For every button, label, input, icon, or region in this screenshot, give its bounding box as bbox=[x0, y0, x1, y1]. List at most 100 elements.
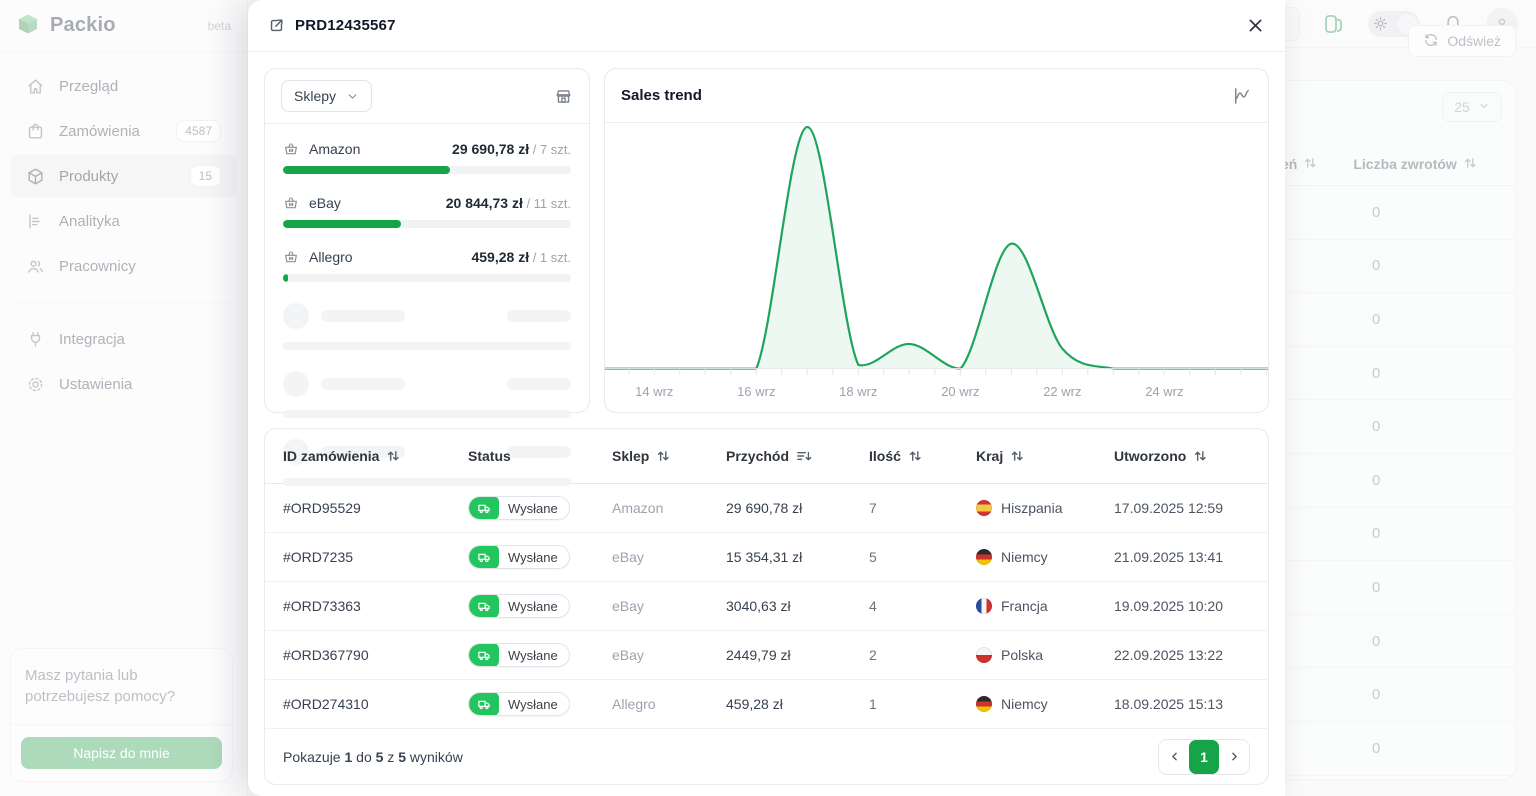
shop-item-ebay: eBay 20 844,73 zł / 11 szt. bbox=[283, 195, 571, 228]
shop-progress-fill bbox=[283, 220, 402, 228]
shop-revenue: 459,28 zł bbox=[471, 249, 530, 265]
column-header-kraj[interactable]: Kraj bbox=[976, 448, 1114, 464]
skeleton-label bbox=[321, 446, 405, 458]
shop-value: 20 844,73 zł / 11 szt. bbox=[446, 195, 571, 211]
shops-list: Amazon 29 690,78 zł / 7 szt. eBay 20 844,73… bbox=[265, 124, 589, 524]
country-name: Hiszpania bbox=[1001, 500, 1063, 516]
sort-updown-icon bbox=[908, 449, 922, 463]
order-country-cell: Hiszpania bbox=[976, 500, 1114, 516]
column-label: Utworzono bbox=[1114, 448, 1187, 464]
skeleton-value bbox=[507, 446, 571, 458]
shop-name: eBay bbox=[309, 195, 341, 211]
column-header-przych-d[interactable]: Przychód bbox=[726, 448, 869, 464]
order-shop-cell: eBay bbox=[612, 549, 644, 565]
order-row[interactable]: #ORD95529 Wysłane Amazon 29 690,78 zł 7 Hiszp… bbox=[265, 484, 1268, 533]
skeleton-value bbox=[507, 378, 571, 390]
next-page-button[interactable] bbox=[1219, 739, 1249, 774]
modal-header: PRD12435567 bbox=[248, 0, 1285, 52]
x-axis-label: 18 wrz bbox=[839, 384, 878, 399]
column-header-utworzono[interactable]: Utworzono bbox=[1114, 448, 1250, 464]
line-chart-icon[interactable] bbox=[1232, 86, 1252, 106]
status-badge: Wysłane bbox=[468, 643, 570, 667]
order-id-cell: #ORD7235 bbox=[283, 549, 354, 565]
prev-page-button[interactable] bbox=[1159, 739, 1189, 774]
basket-icon bbox=[283, 195, 299, 211]
shop-name: Allegro bbox=[309, 249, 353, 265]
sort-updown-icon bbox=[656, 449, 670, 463]
order-shop-cell: eBay bbox=[612, 598, 644, 614]
status-badge: Wysłane bbox=[468, 545, 570, 569]
chart-canvas bbox=[605, 125, 1268, 376]
order-revenue-cell: 29 690,78 zł bbox=[726, 500, 803, 516]
shops-filter-label: Sklepy bbox=[294, 88, 337, 104]
shop-progress-fill bbox=[283, 274, 288, 282]
basket-icon bbox=[283, 141, 299, 157]
order-id-cell: #ORD274310 bbox=[283, 696, 369, 712]
shops-filter-dropdown[interactable]: Sklepy bbox=[281, 80, 373, 112]
orders-table-body: #ORD95529 Wysłane Amazon 29 690,78 zł 7 Hiszp… bbox=[265, 484, 1268, 729]
country-name: Niemcy bbox=[1001, 549, 1048, 565]
order-qty-cell: 7 bbox=[869, 500, 877, 516]
orders-table-header: ID zamówienia Status Sklep Przychód Ilość Kra… bbox=[265, 429, 1268, 484]
shop-count: / 11 szt. bbox=[522, 196, 571, 211]
sales-trend-card: Sales trend 14 wrz 16 wrz 18 wrz 20 wrz 22 w… bbox=[604, 68, 1269, 413]
sort-desc-icon bbox=[796, 449, 812, 463]
order-status-cell: Wysłane bbox=[468, 545, 612, 569]
column-header-sklep[interactable]: Sklep bbox=[612, 448, 726, 464]
status-label: Wysłane bbox=[508, 500, 558, 516]
status-badge: Wysłane bbox=[468, 594, 570, 618]
flag-icon-es bbox=[976, 500, 992, 516]
external-link-icon bbox=[268, 17, 285, 34]
column-header-id-zam-wienia[interactable]: ID zamówienia bbox=[283, 448, 468, 464]
order-row[interactable]: #ORD7235 Wysłane eBay 15 354,31 zł 5 Niemcy 21… bbox=[265, 533, 1268, 582]
sort-updown-icon bbox=[1010, 449, 1024, 463]
order-revenue-cell: 2449,79 zł bbox=[726, 647, 791, 663]
product-id: PRD12435567 bbox=[295, 17, 396, 34]
shops-card: Sklepy Amazon 29 690,78 zł / 7 szt. eBay 20… bbox=[264, 68, 590, 486]
order-country-cell: Niemcy bbox=[976, 696, 1114, 712]
order-row[interactable]: #ORD73363 Wysłane eBay 3040,63 zł 4 Francja 19… bbox=[265, 582, 1268, 631]
shop-value: 29 690,78 zł / 7 szt. bbox=[452, 141, 571, 157]
shop-item-allegro: Allegro 459,28 zł / 1 szt. bbox=[283, 249, 571, 282]
country-name: Francja bbox=[1001, 598, 1048, 614]
sales-trend-chart: 14 wrz 16 wrz 18 wrz 20 wrz 22 wrz 24 wrz bbox=[605, 123, 1268, 412]
shop-revenue: 20 844,73 zł bbox=[445, 195, 523, 211]
basket-icon bbox=[283, 249, 299, 265]
shop-progress-fill bbox=[283, 166, 451, 174]
page-number-button[interactable]: 1 bbox=[1189, 739, 1219, 774]
shop-skeleton-row bbox=[283, 303, 571, 350]
order-status-cell: Wysłane bbox=[468, 496, 612, 520]
column-header-ilo-[interactable]: Ilość bbox=[869, 448, 976, 464]
order-id-cell: #ORD367790 bbox=[283, 647, 369, 663]
shop-progress-track bbox=[283, 274, 571, 282]
column-header-status: Status bbox=[468, 448, 612, 464]
status-label: Wysłane bbox=[508, 549, 558, 565]
shop-skeleton-row bbox=[283, 371, 571, 418]
order-status-cell: Wysłane bbox=[468, 692, 612, 716]
skeleton-label bbox=[321, 310, 405, 322]
close-button[interactable] bbox=[1246, 16, 1265, 35]
pagination: 1 bbox=[1158, 738, 1250, 775]
order-row[interactable]: #ORD274310 Wysłane Allegro 459,28 zł 1 Niemcy… bbox=[265, 680, 1268, 729]
order-row[interactable]: #ORD367790 Wysłane eBay 2449,79 zł 2 Polska 22… bbox=[265, 631, 1268, 680]
order-status-cell: Wysłane bbox=[468, 594, 612, 618]
shops-card-header: Sklepy bbox=[265, 69, 589, 124]
orders-table-footer: Pokazuje 1 do 5 z 5 wyników 1 bbox=[265, 729, 1268, 784]
skeleton-label bbox=[321, 378, 405, 390]
order-shop-cell: Allegro bbox=[612, 696, 656, 712]
product-link[interactable]: PRD12435567 bbox=[268, 17, 396, 34]
truck-icon bbox=[469, 644, 499, 666]
status-label: Wysłane bbox=[508, 696, 558, 712]
chevron-down-icon bbox=[346, 90, 359, 103]
truck-icon bbox=[469, 693, 499, 715]
x-axis-label: 16 wrz bbox=[737, 384, 776, 399]
trend-card-header: Sales trend bbox=[605, 69, 1268, 123]
status-label: Wysłane bbox=[508, 647, 558, 663]
order-qty-cell: 2 bbox=[869, 647, 877, 663]
order-country-cell: Polska bbox=[976, 647, 1114, 663]
flag-icon-de bbox=[976, 696, 992, 712]
column-label: Status bbox=[468, 448, 511, 464]
order-revenue-cell: 15 354,31 zł bbox=[726, 549, 803, 565]
chart-title: Sales trend bbox=[621, 87, 702, 104]
order-id-cell: #ORD95529 bbox=[283, 500, 361, 516]
